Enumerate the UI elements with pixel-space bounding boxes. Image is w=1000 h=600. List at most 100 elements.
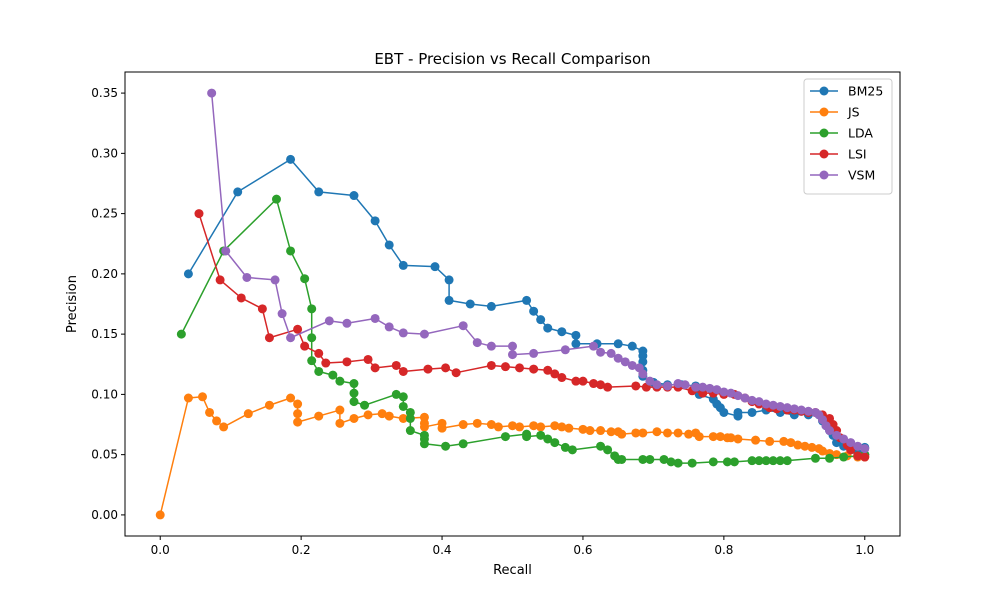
y-tick-label: 0.05	[91, 448, 118, 462]
data-point-vsm	[846, 438, 856, 448]
legend-label: VSM	[848, 168, 875, 183]
data-point-lda	[522, 432, 532, 442]
data-point-lsi	[194, 209, 204, 219]
data-point-lda	[645, 454, 655, 464]
data-point-bm25	[627, 341, 637, 351]
y-tick-label: 0.20	[91, 267, 118, 281]
data-point-lsi	[596, 380, 606, 390]
data-point-js	[673, 428, 683, 438]
data-point-js	[585, 426, 595, 436]
data-point-lda	[666, 457, 676, 467]
data-point-lda	[687, 458, 697, 468]
data-point-lda	[441, 441, 451, 451]
data-point-js	[550, 421, 560, 431]
data-point-lda	[761, 456, 771, 466]
data-point-js	[293, 409, 303, 419]
data-point-vsm	[733, 391, 743, 401]
data-point-js	[765, 436, 775, 446]
data-point-lda	[314, 366, 324, 376]
data-point-js	[726, 433, 736, 443]
data-point-js	[212, 416, 222, 426]
data-point-lda	[405, 413, 415, 423]
data-point-vsm	[589, 341, 599, 351]
data-point-js	[606, 427, 616, 437]
data-point-js	[458, 420, 468, 430]
data-point-lsi	[441, 363, 451, 373]
data-point-vsm	[691, 382, 701, 392]
data-point-vsm	[508, 350, 517, 360]
y-tick-label: 0.10	[91, 387, 118, 401]
data-point-lsi	[451, 368, 461, 378]
data-point-bm25	[314, 187, 324, 197]
y-tick-label: 0.35	[91, 86, 118, 100]
data-point-bm25	[183, 269, 193, 279]
y-tick-label: 0.00	[91, 508, 118, 522]
data-point-lda	[349, 379, 359, 389]
data-point-vsm	[286, 333, 296, 343]
data-point-vsm	[673, 379, 683, 389]
data-point-js	[198, 392, 207, 402]
y-axis-label: Precision	[65, 275, 80, 333]
data-point-js	[384, 411, 394, 421]
data-point-bm25	[536, 315, 546, 325]
data-point-lsi	[550, 369, 560, 379]
data-point-js	[419, 422, 429, 432]
data-point-js	[377, 409, 387, 419]
data-point-vsm	[458, 321, 468, 331]
data-point-lda	[603, 445, 613, 455]
data-point-js	[786, 438, 796, 448]
legend-item-vsm: VSM	[810, 168, 875, 183]
data-point-lsi	[603, 382, 613, 392]
x-tick-label: 0.4	[432, 543, 451, 557]
data-point-vsm	[221, 246, 231, 256]
data-point-js	[286, 393, 296, 403]
data-point-lsi	[543, 365, 553, 375]
x-tick-label: 0.2	[292, 543, 311, 557]
data-point-lda	[839, 452, 849, 462]
data-point-lda	[536, 430, 546, 440]
legend-label: LSI	[848, 147, 867, 162]
data-point-bm25	[571, 330, 581, 340]
data-point-js	[578, 424, 588, 434]
axes-frame	[124, 71, 901, 537]
data-point-bm25	[349, 191, 359, 201]
data-point-lda	[543, 434, 553, 444]
data-point-lsi	[500, 362, 510, 372]
data-point-lda	[307, 304, 317, 314]
data-point-bm25	[286, 154, 296, 164]
data-point-lda	[349, 397, 359, 407]
data-point-lsi	[846, 445, 856, 455]
series-vsm	[207, 88, 870, 454]
y-tick-label: 0.15	[91, 327, 118, 341]
data-point-vsm	[789, 404, 799, 414]
data-point-vsm	[754, 397, 764, 407]
data-point-js	[335, 405, 345, 415]
data-point-vsm	[825, 426, 835, 436]
data-point-lda	[398, 392, 408, 402]
data-point-vsm	[747, 395, 757, 405]
data-point-bm25	[233, 187, 243, 197]
data-point-lda	[596, 441, 606, 451]
data-point-vsm	[277, 309, 287, 319]
data-point-lsi	[557, 373, 567, 383]
data-point-lsi	[257, 304, 267, 314]
data-point-bm25	[444, 295, 454, 305]
data-point-js	[205, 407, 215, 417]
data-point-js	[557, 422, 567, 432]
data-point-vsm	[370, 313, 380, 323]
data-point-lsi	[853, 451, 863, 461]
data-point-lsi	[529, 364, 539, 374]
data-point-js	[515, 422, 525, 432]
data-point-js	[800, 441, 810, 451]
data-point-vsm	[740, 393, 750, 403]
legend-marker	[819, 128, 829, 138]
data-point-lsi	[370, 363, 380, 373]
data-point-vsm	[775, 401, 785, 411]
legend-marker	[819, 107, 829, 117]
data-point-js	[264, 400, 274, 410]
data-point-js	[807, 442, 817, 452]
legend-marker	[819, 86, 829, 96]
data-point-js	[219, 422, 229, 432]
data-point-lda	[328, 370, 338, 380]
data-point-lda	[405, 426, 415, 436]
